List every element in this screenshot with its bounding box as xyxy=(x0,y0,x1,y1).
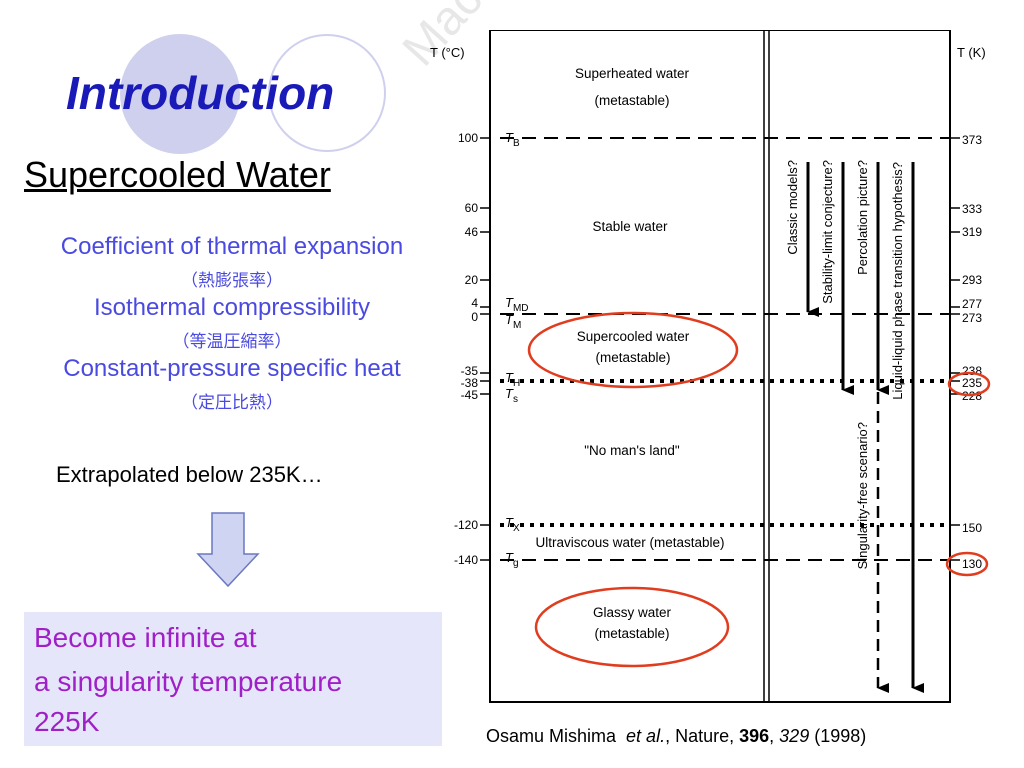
left-axis-label: T (°C) xyxy=(430,45,465,60)
right-axis-label: T (K) xyxy=(957,45,986,60)
region-supercooled-note: (metastable) xyxy=(595,350,670,365)
right-tick-label: 293 xyxy=(962,273,982,287)
citation: Osamu Mishima et al., Nature, 396, 329 (… xyxy=(486,726,866,747)
region-glassy: Glassy water xyxy=(593,605,672,620)
citation-journal: , Nature, xyxy=(665,726,740,746)
right-tick-label: 277 xyxy=(962,297,982,311)
label-classic-models: Classic models? xyxy=(785,160,800,255)
label-liquid-liquid: Liquid-liquid phase transition hypothesi… xyxy=(890,162,905,400)
left-tick-label: 20 xyxy=(465,273,479,287)
right-tick-label: 273 xyxy=(962,311,982,325)
property-compressibility-jp: （等温圧縮率） xyxy=(172,332,292,351)
left-tick-label: 0 xyxy=(471,310,478,324)
left-tick-label: -140 xyxy=(454,553,478,567)
decor-circle-outline xyxy=(268,34,386,152)
temp-symbol-max-density: TMD xyxy=(505,295,529,314)
citation-author: Osamu Mishima xyxy=(486,726,617,746)
right-tick-label: 235 xyxy=(962,376,982,390)
region-ultraviscous: Ultraviscous water (metastable) xyxy=(535,535,724,550)
result-line-3: 225K xyxy=(34,706,100,737)
left-tick-label: 46 xyxy=(465,225,479,239)
region-stable: Stable water xyxy=(592,219,668,234)
citation-etal: et al. xyxy=(626,726,666,746)
right-tick-marks xyxy=(950,137,960,561)
left-tick-label: 60 xyxy=(465,201,479,215)
extrapolation-note: Extrapolated below 235K… xyxy=(56,462,323,487)
region-no-mans-land: "No man's land" xyxy=(584,443,680,458)
property-specific-heat-jp: （定圧比熱） xyxy=(181,393,283,412)
slide-title: Introduction xyxy=(66,67,335,119)
down-arrow-icon xyxy=(196,512,260,588)
region-supercooled: Supercooled water xyxy=(577,329,690,344)
left-tick-label: -35 xyxy=(461,364,479,378)
region-superheated: Superheated water xyxy=(575,66,690,81)
property-specific-heat: Constant-pressure specific heat xyxy=(63,355,401,382)
left-tick-label: 100 xyxy=(458,131,478,145)
temp-symbol-glass: Tg xyxy=(505,550,519,569)
phase-diagram: T (°C) T (K) 100 60 46 20 xyxy=(430,30,991,703)
diagram-frame xyxy=(489,30,951,703)
right-tick-label: 373 xyxy=(962,133,982,147)
result-box: Become infinite at a singularity tempera… xyxy=(24,612,442,746)
label-singularity-free: Singularity-free scenario? xyxy=(855,422,870,569)
region-superheated-note: (metastable) xyxy=(594,93,669,108)
right-tick-label: 150 xyxy=(962,521,982,535)
citation-page: 329 xyxy=(779,726,810,746)
property-thermal-expansion-jp: （熱膨張率） xyxy=(181,271,283,290)
temp-symbol-homogeneous: TH xyxy=(505,370,520,389)
highlight-130k xyxy=(945,551,989,577)
right-tick-label: 130 xyxy=(962,557,982,571)
result-line-2: a singularity temperature xyxy=(34,666,343,697)
citation-year: (1998) xyxy=(809,726,867,746)
left-tick-marks xyxy=(480,137,490,561)
left-tick-label: -45 xyxy=(461,388,479,402)
temp-symbol-melting: TM xyxy=(505,312,521,331)
left-tick-label: 4 xyxy=(471,296,478,310)
property-compressibility: Isothermal compressibility xyxy=(93,294,371,321)
left-tick-label: -38 xyxy=(461,376,479,390)
highlight-235k xyxy=(947,371,991,397)
slide-subtitle: Supercooled Water xyxy=(24,154,331,195)
citation-volume: 396 xyxy=(739,726,770,746)
temp-symbol-crystallization: TX xyxy=(505,515,520,534)
citation-sep: , xyxy=(769,726,780,746)
highlight-supercooled xyxy=(527,311,739,389)
property-thermal-expansion: Coefficient of thermal expansion xyxy=(60,233,404,260)
region-glassy-note: (metastable) xyxy=(594,626,669,641)
highlight-glassy xyxy=(534,586,730,668)
label-percolation: Percolation picture? xyxy=(855,160,870,275)
temp-symbol-boiling: TB xyxy=(505,130,520,149)
temp-symbol-spinodal: Ts xyxy=(505,386,518,405)
right-tick-label: 333 xyxy=(962,202,982,216)
left-tick-label: -120 xyxy=(454,518,478,532)
decor-circle-filled xyxy=(120,34,240,154)
right-tick-label: 319 xyxy=(962,225,982,239)
result-line-1: Become infinite at xyxy=(34,622,257,653)
label-stability-limit: Stability-limit conjecture? xyxy=(820,160,835,304)
